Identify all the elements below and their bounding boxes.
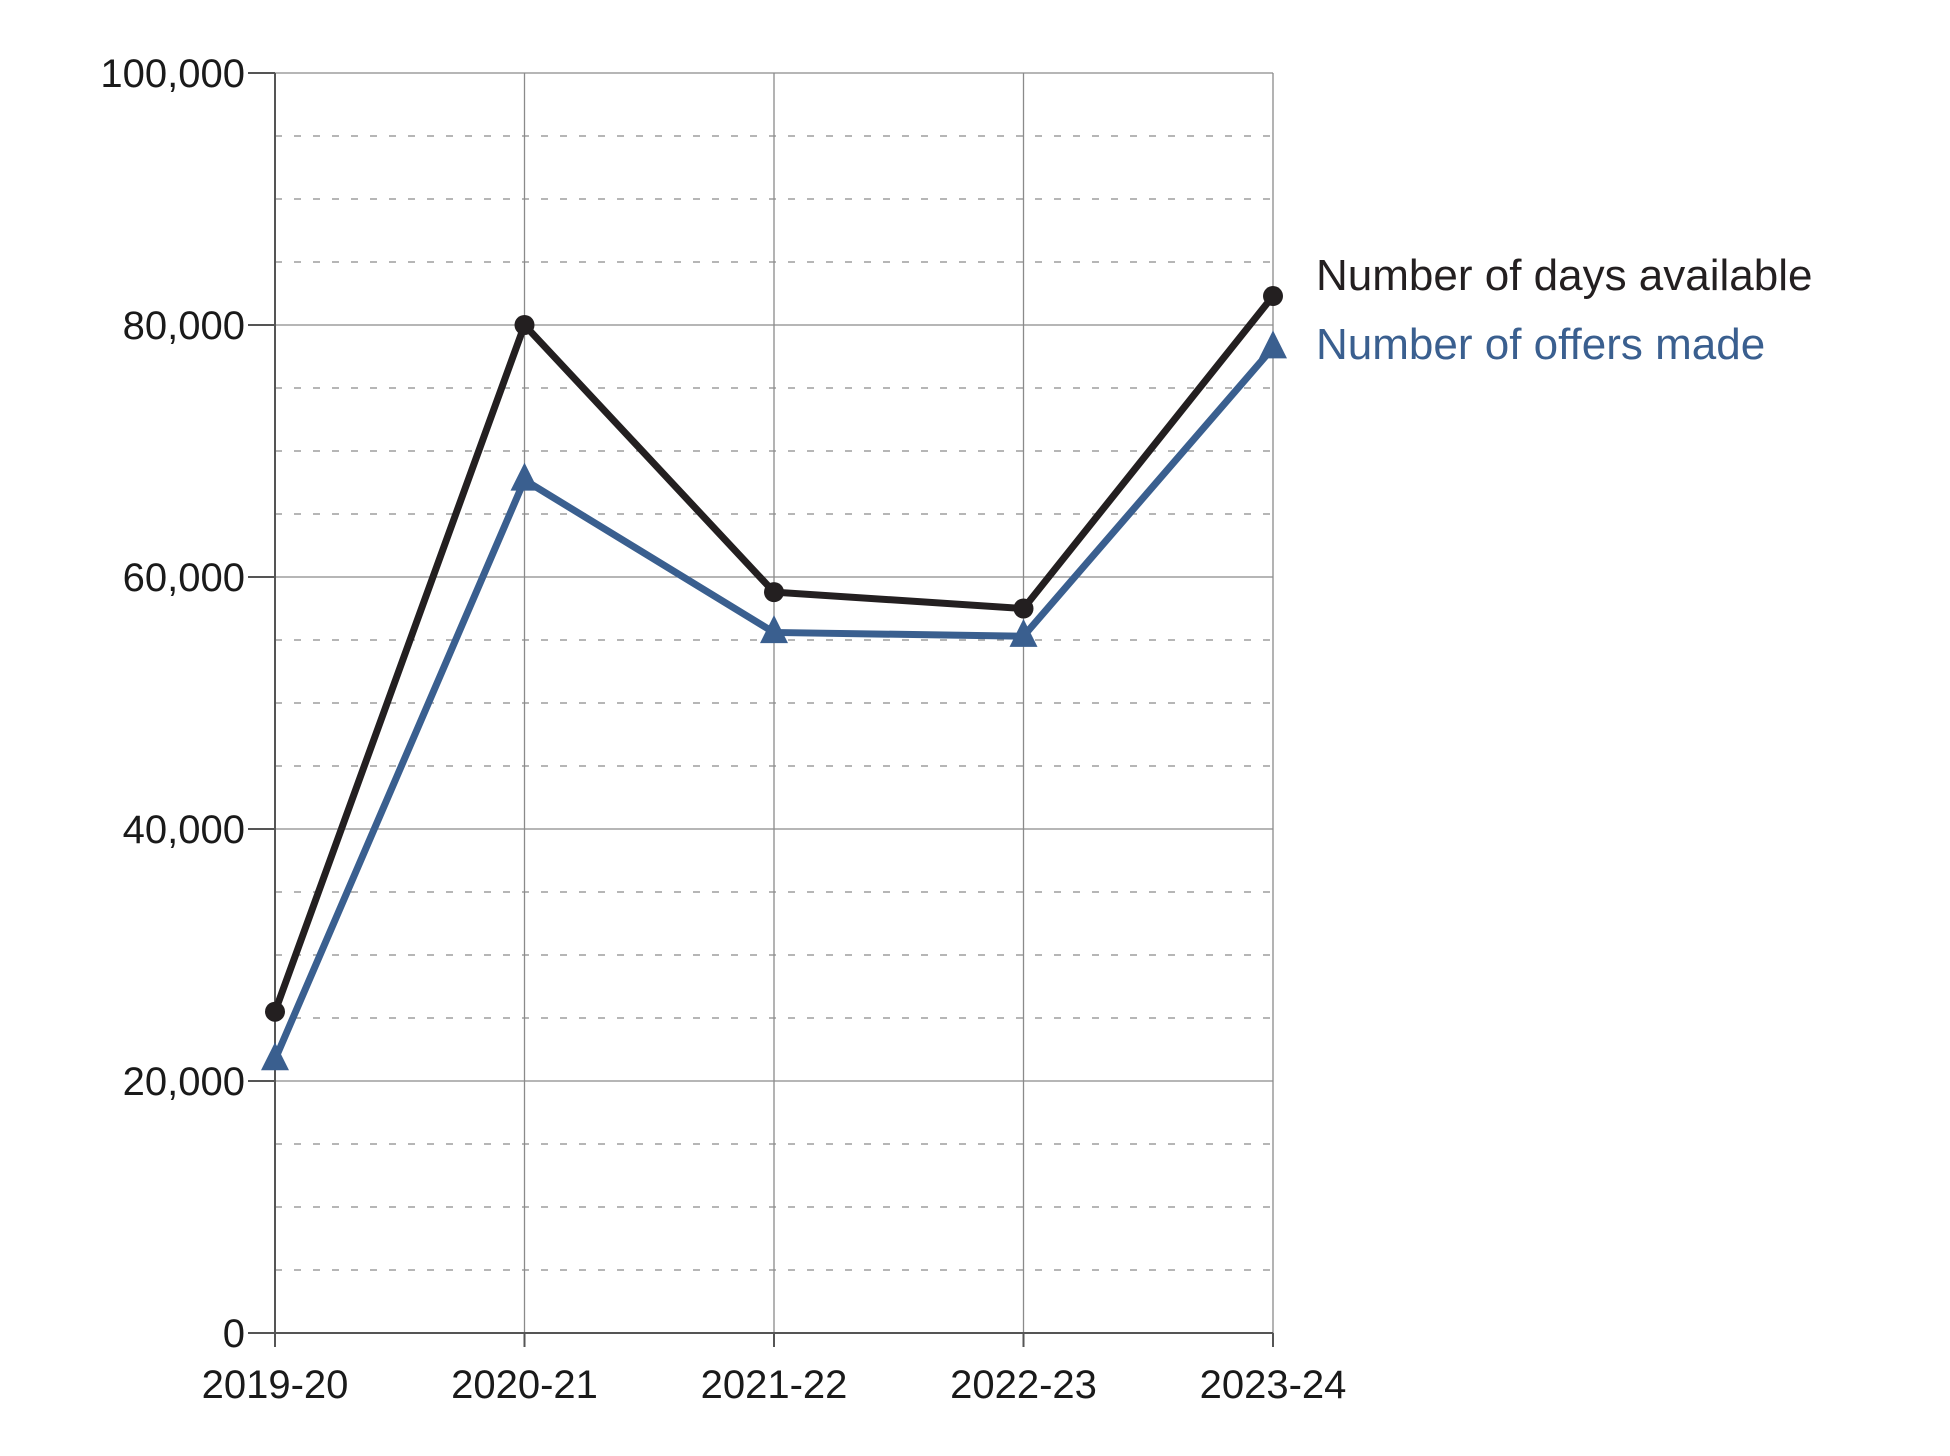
y-tick-label: 100,000 [100,52,245,96]
x-axis-ticks: 2019-20 2020-21 2021-22 2022-23 2023-24 [202,1333,1347,1407]
data-point [265,1001,285,1022]
x-tick-label: 2020-21 [451,1363,598,1407]
x-tick-label: 2019-20 [202,1363,349,1407]
y-tick-label: 80,000 [123,304,245,348]
legend-entry: Number of offers made [1316,320,1765,369]
x-tick-label: 2021-22 [701,1363,848,1407]
data-point [1263,286,1283,307]
y-axis-ticks: 0 20,000 40,000 60,000 80,000 100,000 [100,52,275,1356]
y-tick-label: 40,000 [123,808,245,852]
series-2 [261,330,1287,1071]
legend: Number of days available Number of offers… [1316,251,1812,369]
y-tick-label: 60,000 [123,556,245,600]
series-layer [261,286,1287,1071]
data-point [514,315,535,335]
data-point [760,615,788,644]
x-tick-label: 2022-23 [950,1363,1097,1407]
y-tick-label: 0 [223,1312,245,1356]
data-point [1009,618,1038,647]
grid [275,72,1274,1333]
y-tick-label: 20,000 [123,1060,245,1104]
legend-entry: Number of days available [1316,251,1812,300]
data-point [1013,598,1034,619]
series-1 [265,286,1283,1022]
x-tick-label: 2023-24 [1200,1363,1347,1407]
data-point [510,462,539,491]
data-point [764,582,784,603]
data-point [1259,330,1287,359]
data-point [261,1042,289,1071]
